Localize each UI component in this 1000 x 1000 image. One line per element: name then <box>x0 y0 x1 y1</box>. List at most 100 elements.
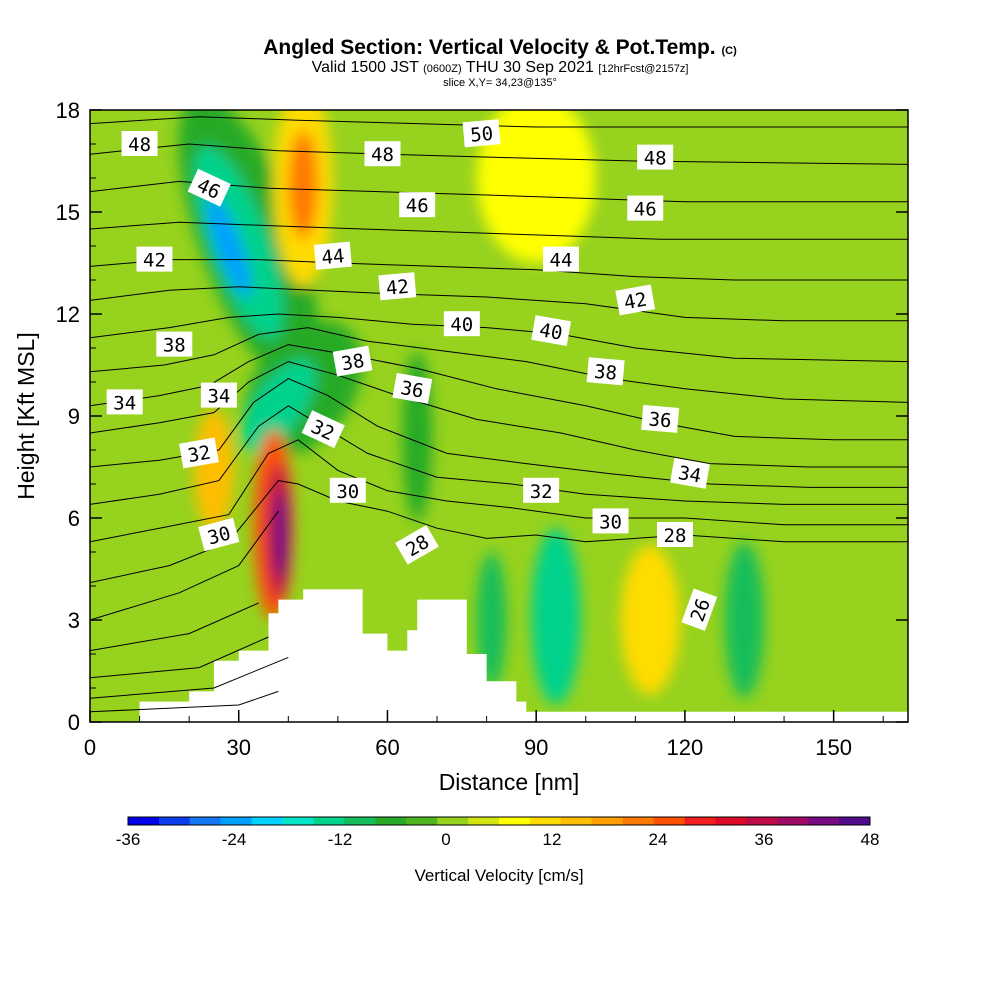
isentrope-label-text: 32 <box>530 481 553 503</box>
isentrope-label: 34 <box>106 389 143 415</box>
forecast-info: [12hrFcst@2157z] <box>598 63 689 75</box>
valid-date: THU 30 Sep 2021 <box>465 59 594 76</box>
colorbar-swatch <box>375 817 407 825</box>
isentrope-label: 48 <box>121 131 158 156</box>
x-tick-label: 90 <box>524 735 548 760</box>
isentrope-line <box>90 656 289 699</box>
colorbar-tick-label: 0 <box>441 830 450 849</box>
isentrope-label: 28 <box>656 522 693 547</box>
isentrope-label-text: 32 <box>186 442 212 468</box>
isentrope-label-text: 30 <box>599 511 622 533</box>
y-axis-title: Height [Kft MSL] <box>13 332 39 499</box>
isentrope-label: 32 <box>523 477 560 503</box>
y-tick-label: 18 <box>56 98 80 123</box>
isentrope-line <box>90 286 908 322</box>
isentrope-line <box>90 313 908 363</box>
valid-utc: (0600Z) <box>423 63 462 75</box>
colorbar-swatch <box>839 817 871 825</box>
colorbar-swatch <box>529 817 562 825</box>
isentrope-label-text: 36 <box>648 408 673 432</box>
title-main: Angled Section: Vertical Velocity & Pot.… <box>263 36 716 59</box>
isentrope-label: 46 <box>627 195 664 221</box>
colorbar-tick-label: 24 <box>649 830 668 849</box>
colorbar-swatch <box>128 817 160 825</box>
x-axis-title: Distance [nm] <box>439 769 580 795</box>
isentrope-label-text: 38 <box>593 361 618 385</box>
isentrope-label: 30 <box>592 508 629 534</box>
isentrope-label: 46 <box>399 192 436 218</box>
isentrope-label: 36 <box>641 404 680 433</box>
isentrope-line <box>90 602 259 652</box>
terrain <box>90 589 908 722</box>
isentrope-label-text: 42 <box>385 276 410 300</box>
x-tick-label: 0 <box>84 735 96 760</box>
colorbar-swatch <box>437 817 469 825</box>
velocity-cell <box>476 110 596 263</box>
isentrope-label-text: 36 <box>399 377 425 403</box>
colorbar-swatch <box>622 817 655 825</box>
isentrope-label-text: 50 <box>469 123 494 147</box>
isentrope-label: 40 <box>443 311 480 337</box>
isentrope-label: 30 <box>329 477 366 503</box>
isentrope-label-text: 34 <box>207 386 230 408</box>
isentrope-label: 50 <box>462 119 501 148</box>
isentrope-label-text: 44 <box>321 245 346 269</box>
velocity-cell <box>194 409 234 532</box>
colorbar-tick-label: -12 <box>328 830 353 849</box>
colorbar-swatch <box>746 817 778 825</box>
y-tick-label: 0 <box>68 710 80 735</box>
colorbar-swatch <box>499 817 531 825</box>
isentrope-line <box>90 510 279 621</box>
isentrope-label-text: 34 <box>113 392 136 414</box>
x-tick-label: 120 <box>667 735 704 760</box>
velocity-cell <box>531 528 581 705</box>
velocity-cell <box>274 490 287 580</box>
colorbar-swatch <box>560 817 593 825</box>
colorbar-swatch <box>684 817 716 825</box>
isentrope-label-text: 42 <box>143 250 166 272</box>
isentrope-label-text: 48 <box>644 148 667 170</box>
colorbar-swatch <box>282 817 314 825</box>
colorbar-swatch <box>158 817 191 825</box>
isentrope-line <box>90 378 908 488</box>
velocity-cell <box>620 545 680 695</box>
colorbar-swatch <box>653 817 685 825</box>
colorbar-swatch <box>468 817 500 825</box>
isentrope-label-text: 30 <box>336 481 359 503</box>
isentrope-label: 34 <box>670 457 710 489</box>
velocity-cell <box>206 194 251 298</box>
x-tick-label: 150 <box>815 735 852 760</box>
isentrope-label: 32 <box>179 437 219 469</box>
isentrope-label: 40 <box>531 315 572 346</box>
isentrope-line <box>90 259 908 281</box>
chart-title: Angled Section: Vertical Velocity & Pot.… <box>0 36 1000 60</box>
isentrope-label-text: 48 <box>371 144 394 166</box>
isentrope-label: 48 <box>637 144 674 170</box>
colorbar-swatch <box>777 817 809 825</box>
isentrope-label: 38 <box>332 345 373 377</box>
isentrope-label: 34 <box>200 382 237 408</box>
valid-time: Valid 1500 JST <box>311 59 419 76</box>
isentrope-label-text: 38 <box>163 335 186 357</box>
isentrope-line <box>90 116 908 128</box>
colorbar-swatch <box>406 817 438 825</box>
isentrope-label: 42 <box>136 246 173 272</box>
velocity-cell <box>288 130 319 240</box>
isentrope-line <box>90 221 908 240</box>
y-tick-label: 9 <box>68 404 80 429</box>
isentrope-label-text: 46 <box>634 199 657 221</box>
isentrope-label: 42 <box>615 284 656 316</box>
colorbar-title: Vertical Velocity [cm/s] <box>414 866 583 885</box>
y-tick-label: 12 <box>56 302 80 327</box>
isentrope-label: 44 <box>542 246 579 272</box>
colorbar-tick-label: 36 <box>755 830 774 849</box>
isentrope-label-text: 42 <box>622 289 648 315</box>
isentrope-label-text: 38 <box>340 350 366 376</box>
isentrope-label-text: 46 <box>406 195 429 217</box>
isentrope-label-text: 48 <box>128 134 151 156</box>
colorbar-swatch <box>313 817 345 825</box>
colorbar-tick-label: 48 <box>861 830 880 849</box>
colorbar-tick-label: 12 <box>543 830 562 849</box>
isentrope-label: 38 <box>156 331 193 357</box>
